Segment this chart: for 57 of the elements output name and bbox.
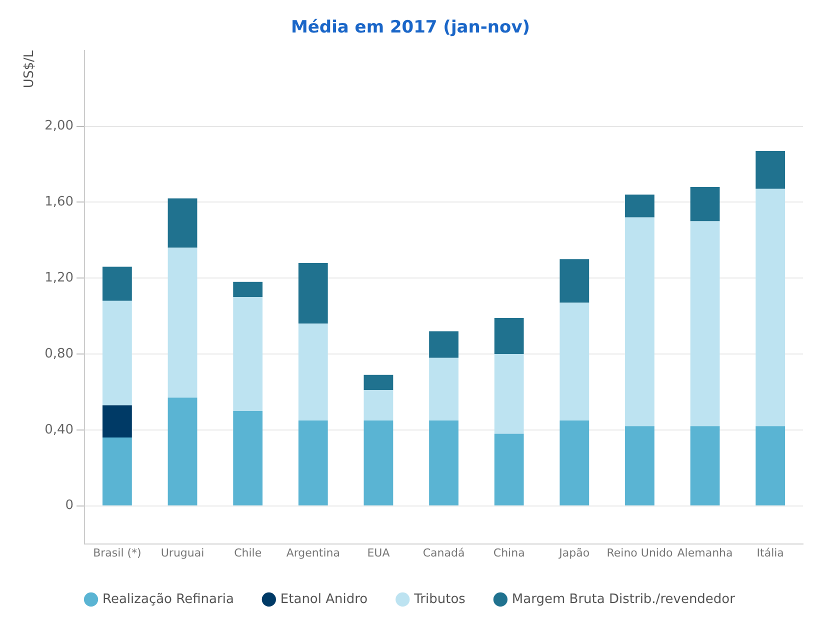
bar <box>690 426 720 506</box>
bar <box>102 266 132 301</box>
legend-label: Tributos <box>413 592 466 607</box>
chart-title: Média em 2017 (jan-nov) <box>290 18 530 38</box>
bar <box>690 221 720 426</box>
y-tick-label: 0 <box>65 498 74 514</box>
x-tick-label: Argentina <box>286 546 340 560</box>
y-tick-label: 2,00 <box>44 118 74 134</box>
bar <box>233 297 263 411</box>
bar <box>168 398 198 506</box>
bar <box>560 259 590 303</box>
bar <box>756 188 786 426</box>
bar <box>102 438 132 506</box>
bar <box>168 248 198 398</box>
bar <box>494 434 524 506</box>
x-tick-label: EUA <box>367 546 390 560</box>
bar <box>298 262 328 324</box>
bar <box>690 187 720 222</box>
y-tick-label: 1,60 <box>44 194 74 210</box>
legend-label: Etanol Anidro <box>280 592 368 607</box>
x-tick-label: Canadá <box>422 546 465 560</box>
bar <box>233 282 263 298</box>
bar <box>756 426 786 506</box>
x-tick-label: Alemanha <box>677 546 733 560</box>
bar <box>625 194 654 218</box>
bar <box>494 318 524 354</box>
bar <box>429 331 458 358</box>
bar <box>168 198 198 248</box>
bar <box>560 420 590 506</box>
x-tick-label: Itália <box>756 546 784 560</box>
bar <box>756 150 786 189</box>
bar <box>233 410 263 506</box>
x-tick-label: Japão <box>558 546 590 560</box>
y-tick-label: 0,80 <box>44 346 74 362</box>
bar <box>102 300 132 406</box>
bar <box>494 354 524 434</box>
bar <box>625 217 654 426</box>
bar <box>298 324 328 420</box>
bar <box>364 420 394 506</box>
bar <box>625 426 654 506</box>
bar <box>102 405 132 438</box>
bar <box>364 390 394 420</box>
y-axis-title: US$/L <box>22 50 38 88</box>
y-tick-label: 0,40 <box>44 422 74 438</box>
y-tick-label: 1,20 <box>44 270 74 286</box>
x-tick-label: Uruguai <box>160 546 204 560</box>
bar <box>364 374 394 390</box>
bar <box>560 302 590 420</box>
bar <box>429 358 458 420</box>
x-tick-label: Brasil (*) <box>93 546 142 560</box>
x-tick-label: Reino Unido <box>606 546 673 560</box>
legend-label: Realização Refinaria <box>102 592 234 607</box>
x-tick-label: China <box>493 546 525 560</box>
bar <box>298 420 328 506</box>
x-tick-label: Chile <box>234 546 262 560</box>
legend-label: Margem Bruta Distrib./revendedor <box>512 592 736 607</box>
bar <box>429 420 458 506</box>
